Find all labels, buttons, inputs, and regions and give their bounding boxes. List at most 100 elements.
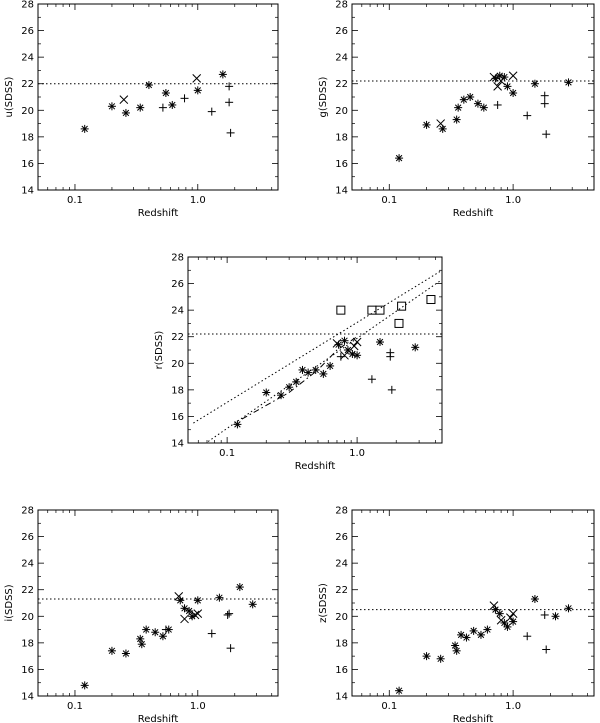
y-tick-label: 14 <box>21 692 34 703</box>
asterisk-point <box>503 82 512 91</box>
x-axis-label: Redshift <box>138 714 179 723</box>
y-tick-label: 22 <box>335 79 348 90</box>
y-tick-label: 16 <box>21 665 34 676</box>
asterisk-point <box>137 640 146 649</box>
x-tick-label: 0.1 <box>67 195 83 206</box>
asterisk-point <box>161 89 170 98</box>
y-tick-label: 28 <box>21 0 34 11</box>
asterisk-point <box>503 622 512 631</box>
asterisk-point <box>136 634 145 643</box>
y-tick-label: 16 <box>171 412 184 423</box>
asterisk-point <box>462 633 471 642</box>
y-axis-label: g(SDSS) <box>318 76 329 117</box>
plus-point <box>225 98 234 107</box>
y-tick-label: 26 <box>21 26 34 37</box>
plus-point <box>523 632 532 641</box>
plus-point <box>223 610 232 619</box>
y-axis-label: z(SDSS) <box>318 583 329 623</box>
plus-point <box>225 82 234 91</box>
asterisk-point <box>530 79 539 88</box>
plus-point <box>367 375 376 384</box>
asterisk-point <box>564 604 573 613</box>
asterisk-point <box>422 652 431 661</box>
plus-point <box>387 385 396 394</box>
asterisk-point <box>459 95 468 104</box>
y-tick-label: 22 <box>171 332 184 343</box>
y-tick-label: 18 <box>21 638 34 649</box>
y-tick-label: 14 <box>171 439 184 450</box>
square-point <box>367 305 377 315</box>
asterisk-point <box>218 70 227 79</box>
asterisk-point <box>454 103 463 112</box>
plus-point <box>207 107 216 116</box>
asterisk-point <box>80 124 89 133</box>
y-tick-label: 18 <box>335 638 348 649</box>
y-tick-label: 28 <box>335 506 348 517</box>
asterisk-point <box>80 681 89 690</box>
cross-point <box>489 72 499 82</box>
square-point <box>336 305 346 315</box>
y-tick-label: 24 <box>335 559 348 570</box>
y-tick-label: 24 <box>335 53 348 64</box>
envelope-line <box>193 269 442 424</box>
plus-point <box>493 100 502 109</box>
cross-point <box>493 82 502 91</box>
asterisk-point <box>451 641 460 650</box>
chart-panel-2: 14 16 18 20 22 24 26 28 0.1 1.0 Redshift r(SDSS) <box>154 253 443 472</box>
asterisk-point <box>158 632 167 641</box>
x-tick-label: 1.0 <box>505 195 521 206</box>
plus-point <box>158 103 167 112</box>
y-tick-label: 18 <box>171 385 184 396</box>
cross-point <box>352 337 362 347</box>
asterisk-point <box>215 593 224 602</box>
y-tick-label: 22 <box>21 585 34 596</box>
x-tick-label: 1.0 <box>505 701 521 712</box>
y-tick-label: 28 <box>335 0 348 11</box>
x-tick-label: 1.0 <box>190 701 206 712</box>
asterisk-point <box>509 617 518 626</box>
asterisk-point <box>151 628 160 637</box>
asterisk-point <box>452 115 461 124</box>
y-tick-label: 20 <box>335 106 348 117</box>
chart-panel-3: 14 16 18 20 22 24 26 28 0.1 1.0 Redshift i(SDSS) <box>4 506 279 723</box>
asterisk-point <box>395 154 404 163</box>
cross-point <box>190 610 200 620</box>
asterisk-point <box>144 81 153 90</box>
asterisk-point <box>476 630 485 639</box>
asterisk-point <box>233 420 242 429</box>
cross-point <box>193 609 203 618</box>
y-tick-label: 18 <box>21 132 34 143</box>
asterisk-point <box>375 338 384 347</box>
y-tick-label: 26 <box>335 26 348 37</box>
asterisk-point <box>500 73 509 82</box>
x-tick-label: 0.1 <box>67 701 83 712</box>
asterisk-point <box>292 377 301 386</box>
asterisk-point <box>121 649 130 658</box>
asterisk-point <box>340 336 349 345</box>
plus-point <box>540 99 549 108</box>
asterisk-point <box>411 343 420 352</box>
plus-point <box>207 629 216 638</box>
asterisk-point <box>495 609 504 618</box>
x-axis-label: Redshift <box>138 208 179 219</box>
asterisk-point <box>479 103 488 112</box>
y-axis-label: i(SDSS) <box>4 584 15 621</box>
plot-frame <box>351 509 595 697</box>
square-point <box>375 305 385 315</box>
chart-panel-4: 14 16 18 20 22 24 26 28 0.1 1.0 Redshift z(SDSS) <box>318 506 595 723</box>
plus-point <box>225 609 234 618</box>
plot-frame <box>37 509 279 697</box>
y-tick-label: 18 <box>335 132 348 143</box>
asterisk-point <box>452 646 461 655</box>
y-tick-label: 16 <box>21 159 34 170</box>
asterisk-point <box>319 369 328 378</box>
cross-point <box>508 609 518 618</box>
y-tick-label: 28 <box>21 506 34 517</box>
y-tick-label: 14 <box>335 692 348 703</box>
plus-point <box>226 644 235 653</box>
cross-point <box>496 76 506 86</box>
asterisk-point <box>564 78 573 87</box>
asterisk-point <box>168 100 177 109</box>
cross-point <box>332 339 342 348</box>
